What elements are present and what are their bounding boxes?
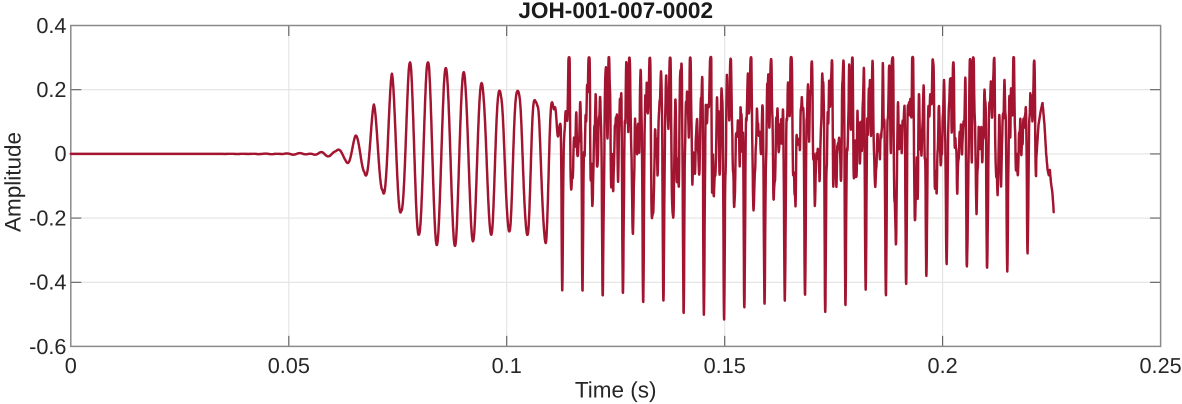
svg-text:JOH-001-007-0002: JOH-001-007-0002	[518, 0, 713, 23]
svg-text:-0.6: -0.6	[29, 334, 66, 359]
svg-text:0.4: 0.4	[36, 13, 66, 38]
svg-text:Time (s): Time (s)	[575, 377, 657, 402]
svg-text:0.15: 0.15	[704, 353, 746, 378]
svg-text:0.25: 0.25	[1139, 353, 1181, 378]
svg-text:0.05: 0.05	[268, 353, 310, 378]
svg-text:0.1: 0.1	[492, 353, 522, 378]
svg-text:0: 0	[54, 141, 66, 166]
svg-text:0.2: 0.2	[36, 77, 66, 102]
svg-text:-0.4: -0.4	[29, 270, 66, 295]
svg-text:Amplitude: Amplitude	[1, 132, 26, 232]
svg-text:0: 0	[65, 353, 77, 378]
svg-text:0.2: 0.2	[928, 353, 958, 378]
svg-text:-0.2: -0.2	[29, 205, 66, 230]
